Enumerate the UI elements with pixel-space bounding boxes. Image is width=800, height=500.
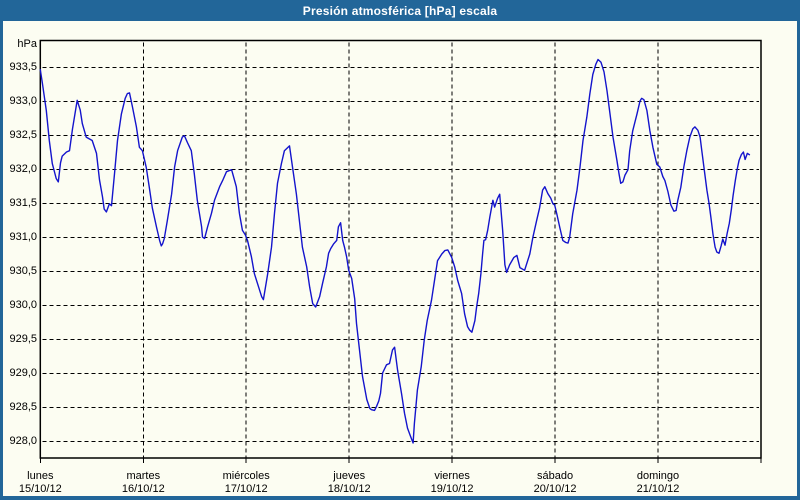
day-name-label: viernes [434, 470, 470, 482]
day-date-label: 19/10/12 [430, 483, 474, 495]
y-tick-label: 928,5 [9, 401, 37, 414]
day-date-label: 18/10/12 [327, 483, 371, 495]
y-axis-unit-label: hPa [17, 38, 37, 50]
y-tick-label: 932,0 [9, 163, 37, 176]
day-date-label: 16/10/12 [121, 483, 165, 495]
chart-canvas [39, 39, 762, 463]
y-tick-label: 929,5 [9, 333, 37, 346]
chart-area: hPa 928,0 928,5 929,0 929,5 930,0 930,5 931,0 9… [3, 21, 797, 496]
y-tick-label: 933,5 [9, 61, 37, 74]
day-name-label: miércoles [222, 470, 270, 482]
day-date-label: 20/10/12 [533, 483, 577, 495]
day-date-label: 15/10/12 [18, 483, 62, 495]
day-date-label: 21/10/12 [636, 483, 680, 495]
y-tick-label: 932,5 [9, 129, 37, 142]
y-tick-label: 928,0 [9, 435, 37, 448]
y-tick-label: 929,0 [9, 367, 37, 380]
pressure-line-series [39, 58, 751, 444]
day-name-label: sábado [537, 470, 574, 482]
y-tick-label: 930,5 [9, 265, 37, 278]
title-bar: Presión atmosférica [hPa] escala [0, 0, 800, 21]
page-title: Presión atmosférica [hPa] escala [302, 3, 498, 18]
y-tick-label: 933,0 [9, 95, 37, 108]
y-tick-label: 931,0 [9, 231, 37, 244]
day-date-label: 17/10/12 [224, 483, 268, 495]
y-tick-label: 931,5 [9, 197, 37, 210]
day-name-label: domingo [636, 470, 680, 482]
day-name-label: jueves [333, 470, 366, 482]
day-name-label: martes [126, 470, 161, 482]
day-name-label: lunes [27, 470, 54, 482]
y-tick-label: 930,0 [9, 299, 37, 312]
plot-border [39, 39, 762, 459]
